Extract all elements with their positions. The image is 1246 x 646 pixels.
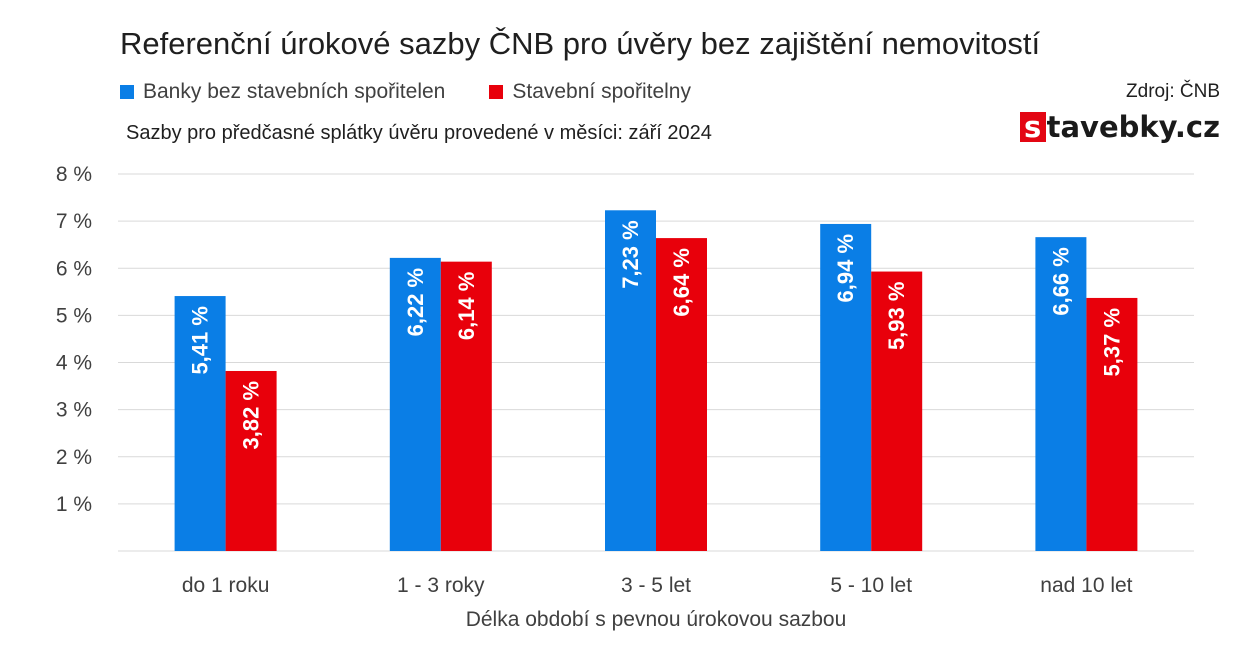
x-tick-label: 5 - 10 let — [830, 574, 912, 597]
y-tick-label: 2 % — [56, 446, 92, 469]
y-tick-label: 4 % — [56, 352, 92, 375]
y-tick-label: 3 % — [56, 399, 92, 422]
data-label: 6,66 % — [1048, 247, 1073, 316]
bar — [225, 370, 277, 551]
data-label: 7,23 % — [618, 220, 643, 289]
bar — [174, 296, 226, 551]
data-label: 6,64 % — [669, 248, 694, 317]
x-axis-title: Délka období s pevnou úrokovou sazbou — [465, 608, 847, 631]
bar — [440, 261, 492, 551]
x-tick-label: 1 - 3 roky — [397, 574, 485, 597]
legend-label-building-societies: Stavební spořitelny — [512, 80, 691, 103]
y-tick-label: 8 % — [56, 163, 92, 186]
bar — [1086, 297, 1138, 551]
bar — [871, 271, 923, 551]
y-tick-label: 6 % — [56, 257, 92, 280]
bar — [656, 238, 707, 551]
legend-item-building-societies: Stavební spořitelny — [489, 80, 691, 104]
chart-subtitle: Sazby pro předčasné splátky úvěru proved… — [126, 122, 712, 144]
legend-swatch-building-societies — [489, 85, 504, 99]
legend-swatch-banks — [120, 85, 134, 99]
data-label: 6,14 % — [454, 272, 479, 341]
bar — [389, 257, 441, 551]
source-note: Zdroj: ČNB — [1126, 81, 1220, 102]
data-label: 3,82 % — [239, 381, 264, 450]
data-label: 6,94 % — [833, 234, 858, 303]
brand-logo-mark: s — [1019, 110, 1046, 144]
chart-title: Referenční úrokové sazby ČNB pro úvěry b… — [120, 26, 1041, 61]
y-tick-label: 1 % — [56, 493, 92, 516]
legend-item-banks: Banky bez stavebních spořitelen — [120, 80, 445, 104]
bar — [605, 210, 656, 551]
brand-logo-text: tavebky.cz — [1046, 110, 1220, 144]
bar — [820, 223, 872, 551]
brand-logo: s tavebky.cz — [1019, 110, 1220, 144]
x-tick-label: 3 - 5 let — [621, 574, 691, 597]
data-label: 5,41 % — [188, 306, 213, 375]
legend: Banky bez stavebních spořitelen Stavební… — [120, 79, 735, 105]
data-label: 5,37 % — [1099, 308, 1124, 377]
y-tick-label: 7 % — [56, 210, 92, 233]
legend-label-banks: Banky bez stavebních spořitelen — [143, 80, 446, 103]
y-tick-label: 5 % — [56, 304, 92, 327]
data-label: 6,22 % — [403, 268, 428, 337]
bar — [1035, 237, 1087, 551]
x-tick-label: nad 10 let — [1040, 574, 1132, 597]
x-tick-label: do 1 roku — [182, 574, 270, 597]
data-label: 5,93 % — [884, 282, 909, 351]
